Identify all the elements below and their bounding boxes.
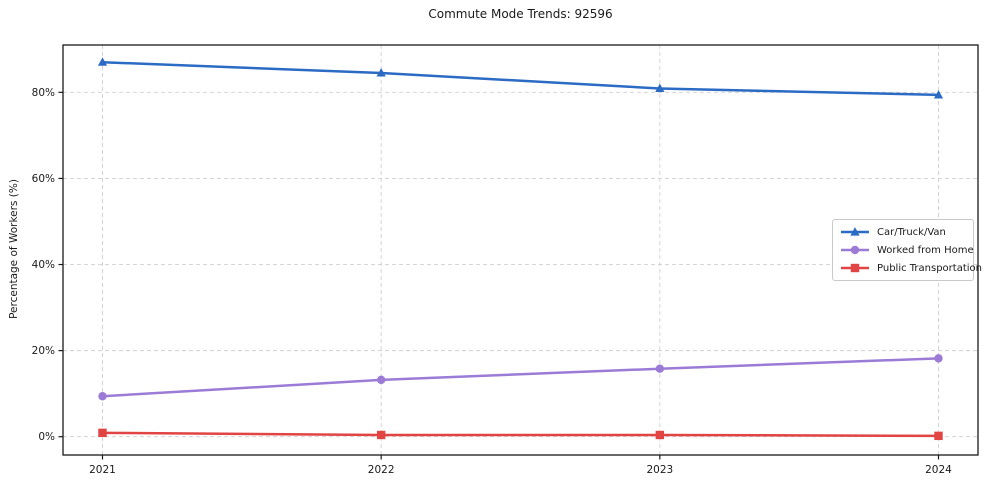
chart-title: Commute Mode Trends: 92596	[428, 7, 613, 21]
y-tick-label: 60%	[32, 173, 55, 185]
series-line-triangle	[101, 60, 940, 97]
y-tick-label: 40%	[32, 259, 55, 271]
square-marker	[934, 431, 943, 441]
y-tick-label: 0%	[38, 431, 55, 443]
legend-item-public-transportation: Public Transportation	[840, 261, 982, 275]
circle-marker	[655, 364, 665, 373]
circle-marker	[850, 245, 860, 255]
legend-label-public-transportation: Public Transportation	[877, 262, 982, 274]
triangle-marker	[655, 83, 665, 93]
x-tick-label: 2023	[646, 464, 673, 476]
x-tick-label: 2022	[368, 464, 395, 476]
square-marker	[655, 430, 665, 440]
triangle-marker	[376, 68, 386, 77]
legend-item-worked-from-home: Worked from Home	[840, 243, 974, 257]
series-line-circle	[101, 357, 940, 398]
y-tick-label: 80%	[32, 87, 55, 99]
series-line-square	[101, 431, 940, 438]
x-tick-label: 2024	[925, 464, 952, 476]
legend-label-car-truck-van: Car/Truck/Van	[877, 226, 946, 238]
legend-line-square-icon	[840, 262, 870, 274]
circle-marker	[376, 375, 386, 385]
x-tick-label: 2021	[89, 464, 116, 476]
triangle-marker	[850, 227, 860, 236]
triangle-marker	[933, 90, 944, 99]
square-marker	[98, 428, 107, 438]
legend-line-circle-icon	[840, 244, 870, 256]
triangle-marker	[97, 57, 108, 66]
square-marker	[850, 263, 860, 273]
circle-marker	[934, 354, 943, 363]
legend-line-triangle-icon	[840, 226, 870, 238]
circle-marker	[98, 392, 107, 401]
y-tick-label: 20%	[32, 345, 55, 357]
legend: Car/Truck/Van Worked from Home Public Tr…	[832, 219, 982, 281]
plot-frame	[62, 44, 979, 456]
square-marker	[376, 430, 386, 440]
legend-label-worked-from-home: Worked from Home	[877, 244, 974, 256]
legend-item-car-truck-van: Car/Truck/Van	[840, 225, 966, 239]
